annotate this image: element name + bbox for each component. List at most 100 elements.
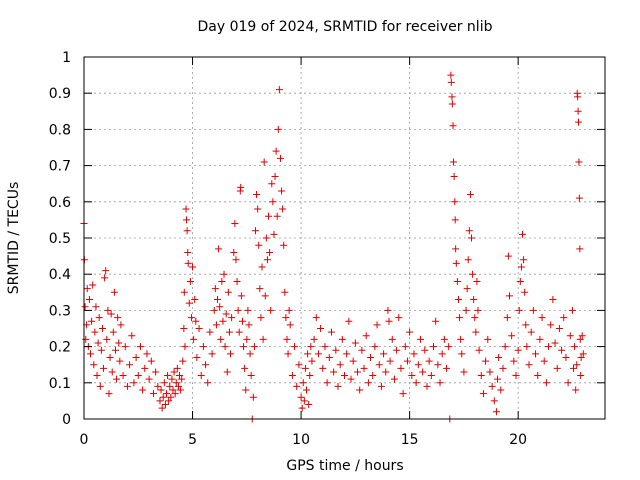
data-point <box>330 368 338 376</box>
data-point <box>230 248 238 256</box>
data-point <box>208 350 216 358</box>
data-point <box>273 212 281 220</box>
data-point <box>218 277 226 285</box>
data-point <box>443 364 451 372</box>
x-tick-label: 5 <box>188 432 197 448</box>
data-point <box>575 194 583 202</box>
data-point <box>274 125 282 133</box>
data-point <box>432 317 440 325</box>
data-point <box>555 325 563 332</box>
data-point <box>184 248 192 256</box>
data-point <box>438 350 446 358</box>
y-tick-label: 0.7 <box>49 159 71 175</box>
data-point <box>494 375 502 383</box>
data-point <box>336 361 344 369</box>
data-point <box>234 306 242 314</box>
data-point <box>216 303 224 311</box>
data-point <box>165 397 173 405</box>
data-point <box>519 230 527 238</box>
data-point <box>182 216 190 224</box>
data-point <box>240 343 248 351</box>
data-point <box>469 270 477 278</box>
data-point <box>263 256 271 264</box>
data-point <box>436 379 444 387</box>
data-point <box>167 393 175 401</box>
data-point <box>210 306 218 314</box>
data-point <box>149 390 157 398</box>
data-point <box>445 343 453 351</box>
x-tick-labels: 0 5 10 15 20 <box>80 432 528 448</box>
data-point <box>235 328 243 336</box>
data-point <box>562 353 570 361</box>
data-point <box>523 343 531 351</box>
data-point <box>265 212 273 220</box>
data-point <box>185 299 193 307</box>
data-point <box>134 372 142 380</box>
data-point <box>549 296 557 304</box>
data-point <box>338 335 346 343</box>
data-point <box>204 379 212 387</box>
data-point <box>276 154 284 162</box>
data-point <box>369 372 377 380</box>
data-point <box>242 386 250 394</box>
data-point <box>564 379 572 387</box>
data-point <box>95 314 103 322</box>
data-point <box>241 364 249 372</box>
data-point <box>92 303 100 311</box>
data-point <box>119 372 127 380</box>
data-point <box>270 230 278 238</box>
data-point <box>501 343 509 351</box>
data-point <box>412 379 420 387</box>
data-point <box>159 393 167 401</box>
data-point <box>306 372 314 380</box>
data-point <box>202 361 210 369</box>
data-point <box>542 379 550 387</box>
data-point <box>434 361 442 369</box>
data-point <box>573 361 581 369</box>
data-point <box>574 107 582 115</box>
x-tick-label: 20 <box>509 432 527 448</box>
data-point <box>452 245 460 253</box>
data-point <box>551 339 559 347</box>
data-point <box>495 353 503 361</box>
data-point <box>532 350 540 358</box>
data-point <box>258 263 266 271</box>
data-point <box>553 364 561 372</box>
data-point <box>527 328 535 336</box>
data-point <box>307 343 315 351</box>
data-point <box>354 368 362 376</box>
data-point <box>327 328 335 336</box>
data-point <box>360 364 368 372</box>
data-point <box>227 350 235 358</box>
data-point <box>451 198 459 206</box>
data-point <box>425 357 433 365</box>
y-tick-label: 0 <box>62 412 71 428</box>
data-point <box>453 277 461 285</box>
data-point <box>291 343 299 351</box>
data-point <box>520 256 528 264</box>
data-point <box>492 408 500 416</box>
data-point <box>547 321 555 329</box>
data-point <box>233 277 241 285</box>
data-point <box>367 353 375 361</box>
data-point <box>228 314 236 322</box>
data-point <box>447 78 455 86</box>
data-point <box>575 118 583 126</box>
data-point <box>108 368 116 376</box>
data-point <box>261 292 269 300</box>
data-point <box>293 382 301 390</box>
data-point <box>271 172 279 180</box>
data-point <box>256 285 264 293</box>
data-point <box>349 357 357 365</box>
data-point <box>321 343 329 351</box>
data-point <box>386 357 394 365</box>
data-point <box>246 350 254 358</box>
data-point <box>474 306 482 314</box>
data-point <box>347 375 355 383</box>
data-point <box>168 375 176 383</box>
data-point <box>172 379 180 387</box>
data-point <box>427 372 435 380</box>
data-point <box>143 350 151 358</box>
data-point <box>458 350 466 358</box>
data-point <box>545 343 553 351</box>
